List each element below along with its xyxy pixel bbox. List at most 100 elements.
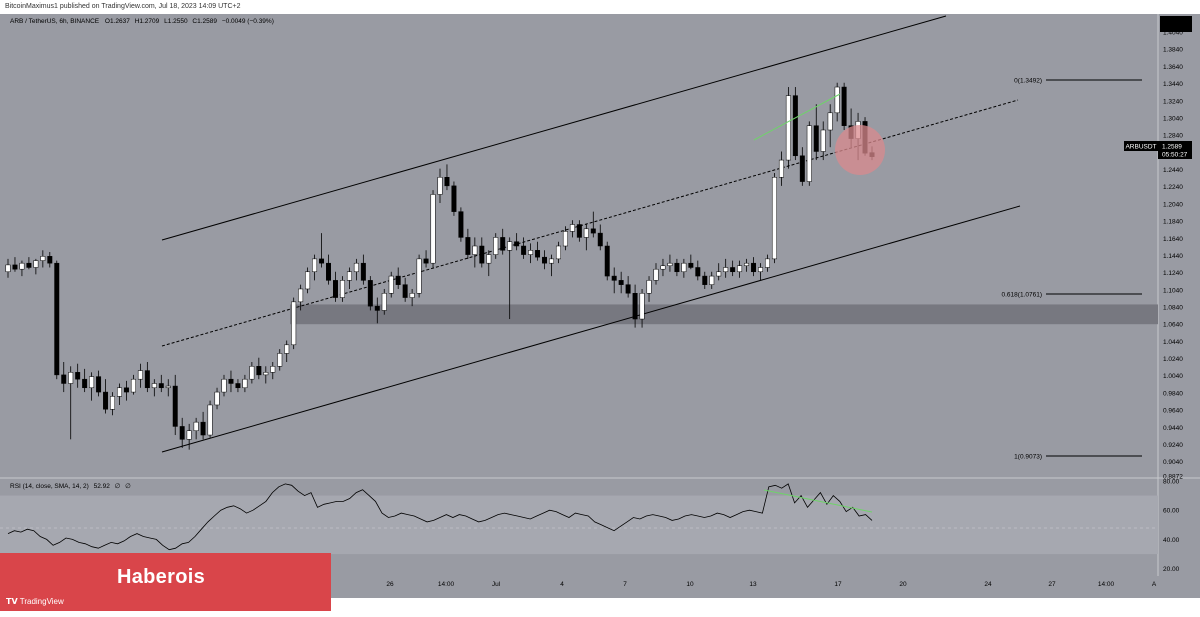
price-tick-label: 1.0640 <box>1163 322 1183 329</box>
candle-up <box>472 245 478 255</box>
fib-label-1: 1(0.9073) <box>1014 454 1042 461</box>
time-tick-label: 17 <box>834 581 842 588</box>
rsi-legend-label: RSI (14, close, SMA, 14, 2) <box>10 483 89 490</box>
candle-down <box>521 245 527 255</box>
candle-up <box>409 293 415 298</box>
candle-up <box>249 366 255 380</box>
candle-up <box>89 376 95 389</box>
channel-lower-line <box>161 205 1021 453</box>
candle-up <box>507 241 513 251</box>
candle-up <box>549 258 554 264</box>
scale-settings-button[interactable] <box>1160 16 1192 32</box>
candle-down <box>374 305 380 311</box>
price-tick-label: 1.4040 <box>1163 30 1183 37</box>
legend-close-label: C <box>192 18 197 25</box>
candle-up <box>834 86 840 114</box>
time-tick-label: 24 <box>984 581 992 588</box>
candle-up <box>667 262 673 267</box>
candle-down <box>625 284 631 294</box>
candle-up <box>744 262 750 267</box>
legend-high-label: H <box>135 18 140 25</box>
candle-up <box>193 421 199 431</box>
support-zone <box>290 304 1158 325</box>
candle-down <box>688 262 694 268</box>
time-tick-label: 13 <box>749 581 757 588</box>
rsi-tick-label: 60.00 <box>1163 508 1180 515</box>
time-tick-label: 20 <box>899 581 907 588</box>
candle-down <box>123 387 129 393</box>
candle-up <box>430 194 436 264</box>
candle-up <box>785 95 791 161</box>
candle-down <box>367 280 373 307</box>
bearish-divergence-rsi-line <box>763 489 873 513</box>
candle-down <box>444 177 450 187</box>
candle-up <box>33 260 39 268</box>
candle-up <box>270 366 276 373</box>
candle-down <box>730 267 736 273</box>
candle-up <box>771 177 777 260</box>
candle-down <box>402 284 408 298</box>
tradingview-logo: 𝗧𝗩 TradingView <box>6 597 64 606</box>
candle-up <box>242 378 248 389</box>
candle-down <box>319 258 325 264</box>
candle-down <box>96 376 102 393</box>
price-tag-value: 1.2589 <box>1162 144 1182 151</box>
candle-down <box>158 383 164 389</box>
publisher-header: BitcoinMaximus1 published on TradingView… <box>0 0 1200 14</box>
candle-down <box>54 262 60 376</box>
candle-down <box>360 262 366 281</box>
candle-down <box>451 185 457 212</box>
candle-up <box>207 404 213 436</box>
candle-up <box>298 288 304 303</box>
candle-up <box>277 353 283 367</box>
candle-up <box>646 280 652 294</box>
candle-down <box>228 378 234 384</box>
candle-down <box>82 378 88 389</box>
tradingview-logo-icon: 𝗧𝗩 <box>6 597 20 606</box>
candle-down <box>542 256 547 264</box>
candle-down <box>702 275 708 285</box>
rsi-axis-ticks: 20.00 40.00 60.00 80.00 <box>1163 478 1180 573</box>
rsi-legend-extra1: ∅ <box>115 483 121 490</box>
candle-up <box>381 293 387 311</box>
candle-up <box>137 370 143 380</box>
candle-down <box>256 366 262 376</box>
candle-up <box>110 396 115 410</box>
candle-up <box>68 372 74 384</box>
candle-up <box>388 275 394 294</box>
candle-down <box>26 262 32 268</box>
legend-low-label: L <box>164 18 168 25</box>
time-tick-label: Jul <box>492 581 501 588</box>
candle-down <box>695 267 701 277</box>
price-tick-label: 1.1640 <box>1163 236 1183 243</box>
channel-upper-line <box>161 15 947 241</box>
candle-down <box>841 86 847 126</box>
chart-svg[interactable]: 0(1.3492) 0.618(1.0761) 1(0.9073) 0.8872… <box>0 14 1200 612</box>
rejection-highlight-circle <box>835 125 885 175</box>
candle-down <box>618 280 624 285</box>
candles-group <box>5 82 875 450</box>
price-axis-bg <box>1158 14 1200 478</box>
candle-up <box>493 237 499 255</box>
candle-down <box>479 245 485 264</box>
legend-low: 1.2550 <box>168 18 188 25</box>
candle-up <box>353 262 359 273</box>
symbol-tag: ARBUSDT <box>1125 144 1156 151</box>
chart-area[interactable]: 0(1.3492) 0.618(1.0761) 1(0.9073) 0.8872… <box>0 14 1200 612</box>
price-tick-label: 1.1840 <box>1163 219 1183 226</box>
legend-high: 1.2709 <box>139 18 159 25</box>
candle-down <box>514 241 520 247</box>
candle-up <box>660 265 666 270</box>
candle-down <box>792 95 798 157</box>
fib-label-618: 0.618(1.0761) <box>1002 292 1042 299</box>
candle-down <box>597 232 603 247</box>
price-tick-label: 0.9840 <box>1163 390 1183 397</box>
price-tick-label: 0.9640 <box>1163 408 1183 415</box>
rsi-legend-extra2: ∅ <box>125 483 131 490</box>
candle-up <box>723 267 729 273</box>
price-tick-label: 1.3440 <box>1163 81 1183 88</box>
candle-up <box>827 112 833 131</box>
candle-up <box>653 268 659 281</box>
symbol-tag-bg <box>1124 141 1158 151</box>
candle-down <box>751 262 757 273</box>
